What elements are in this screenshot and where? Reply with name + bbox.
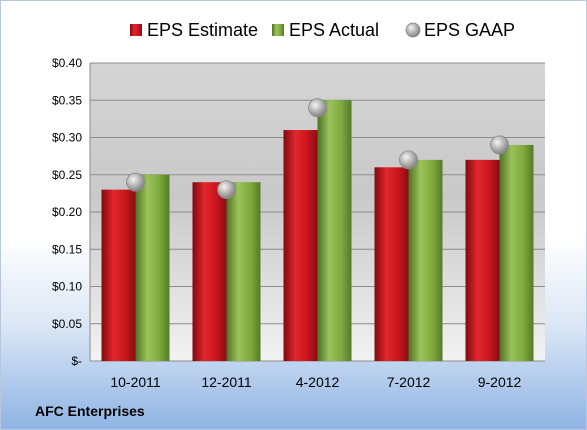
bar-eps-estimate [192, 182, 227, 361]
y-tick-label: $0.20 [52, 205, 82, 219]
legend-label: EPS Actual [289, 20, 379, 40]
company-name: AFC Enterprises [35, 403, 145, 419]
bar-eps-estimate [283, 130, 318, 361]
legend-label: EPS Estimate [147, 20, 258, 40]
gaap-marker [490, 135, 509, 155]
legend-swatch [405, 22, 421, 38]
y-tick-label: $0.10 [52, 280, 82, 294]
legend-label: EPS GAAP [424, 20, 515, 40]
x-tick-label: 12-2011 [201, 374, 252, 390]
bar-eps-estimate [465, 159, 500, 361]
bar-eps-actual [408, 159, 443, 361]
x-tick-label: 7-2012 [387, 374, 431, 390]
y-tick-label: $- [71, 354, 82, 368]
bar-eps-estimate [374, 167, 409, 361]
y-tick-label: $0.05 [52, 317, 82, 331]
gaap-marker [126, 172, 145, 192]
legend-swatch [272, 24, 284, 36]
bar-eps-actual [499, 144, 534, 361]
x-tick-label: 10-2011 [110, 374, 161, 390]
bar-eps-estimate [101, 189, 136, 361]
gaap-marker [308, 98, 327, 118]
y-tick-label: $0.30 [52, 131, 82, 145]
bar-eps-actual [317, 100, 352, 361]
gaap-markers [126, 98, 509, 200]
bars [101, 100, 534, 361]
x-tick-label: 9-2012 [478, 374, 522, 390]
legend-swatch [130, 24, 142, 36]
x-axis: 10-2011 12-2011 4-2012 7-2012 9-2012 [110, 374, 521, 390]
gaap-marker [399, 150, 418, 170]
y-tick-label: $0.25 [52, 168, 82, 182]
legend: EPS Estimate EPS Actual EPS GAAP [130, 20, 515, 40]
y-tick-label: $0.35 [52, 93, 82, 107]
y-tick-label: $0.40 [52, 56, 82, 70]
x-tick-label: 4-2012 [296, 374, 340, 390]
bar-eps-actual [135, 174, 170, 361]
y-axis: $- $0.05 $0.10 $0.15 $0.20 $0.25 $0.30 $0.35 $0.… [52, 56, 91, 368]
y-tick-label: $0.15 [52, 242, 82, 256]
gaap-marker [217, 180, 236, 200]
bar-eps-actual [226, 182, 261, 361]
